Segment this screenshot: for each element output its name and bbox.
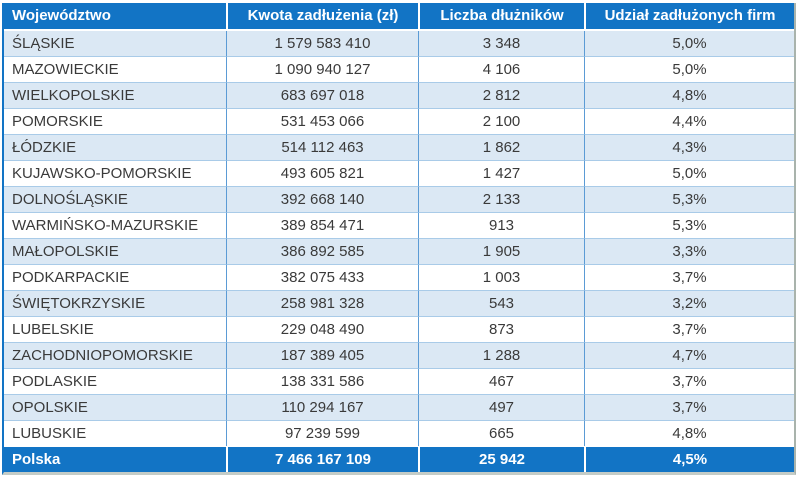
footer-cell-debtor-count: 25 942 [418, 446, 584, 472]
cell-debtor-count: 1 003 [418, 264, 584, 290]
cell-debtor-count: 913 [418, 212, 584, 238]
table-row: LUBUSKIE 97 239 599 665 4,8% [4, 420, 794, 446]
cell-debt-share: 5,3% [584, 212, 794, 238]
table-row: PODLASKIE 138 331 586 467 3,7% [4, 368, 794, 394]
table-header-row: Województwo Kwota zadłużenia (zł) Liczba… [4, 3, 794, 31]
column-header-kwota-zadluzenia: Kwota zadłużenia (zł) [226, 3, 418, 31]
cell-voivodeship: WARMIŃSKO-MAZURSKIE [4, 212, 226, 238]
column-header-liczba-dluznikow: Liczba dłużników [418, 3, 584, 31]
footer-cell-country: Polska [4, 446, 226, 472]
cell-voivodeship: MAŁOPOLSKIE [4, 238, 226, 264]
cell-debtor-count: 2 812 [418, 82, 584, 108]
table-footer: Polska 7 466 167 109 25 942 4,5% [4, 446, 794, 472]
cell-voivodeship: MAZOWIECKIE [4, 56, 226, 82]
cell-debtor-count: 665 [418, 420, 584, 446]
cell-debt-share: 5,0% [584, 31, 794, 56]
table-row: ŁÓDZKIE 514 112 463 1 862 4,3% [4, 134, 794, 160]
cell-voivodeship: PODLASKIE [4, 368, 226, 394]
cell-voivodeship: POMORSKIE [4, 108, 226, 134]
table-row: KUJAWSKO-POMORSKIE 493 605 821 1 427 5,0… [4, 160, 794, 186]
table-row: POMORSKIE 531 453 066 2 100 4,4% [4, 108, 794, 134]
cell-debt-share: 4,8% [584, 82, 794, 108]
cell-debt-amount: 229 048 490 [226, 316, 418, 342]
cell-debt-share: 3,7% [584, 368, 794, 394]
cell-debtor-count: 497 [418, 394, 584, 420]
table-row: WIELKOPOLSKIE 683 697 018 2 812 4,8% [4, 82, 794, 108]
cell-debt-amount: 531 453 066 [226, 108, 418, 134]
cell-debt-amount: 683 697 018 [226, 82, 418, 108]
cell-debt-share: 4,3% [584, 134, 794, 160]
cell-debt-share: 4,4% [584, 108, 794, 134]
cell-voivodeship: ŚLĄSKIE [4, 31, 226, 56]
cell-debt-amount: 187 389 405 [226, 342, 418, 368]
cell-debtor-count: 2 100 [418, 108, 584, 134]
cell-voivodeship: DOLNOŚLĄSKIE [4, 186, 226, 212]
cell-debtor-count: 3 348 [418, 31, 584, 56]
footer-cell-debt-share: 4,5% [584, 446, 794, 472]
cell-voivodeship: ZACHODNIOPOMORSKIE [4, 342, 226, 368]
footer-cell-debt-amount: 7 466 167 109 [226, 446, 418, 472]
cell-voivodeship: PODKARPACKIE [4, 264, 226, 290]
cell-debt-amount: 97 239 599 [226, 420, 418, 446]
table-row: PODKARPACKIE 382 075 433 1 003 3,7% [4, 264, 794, 290]
cell-debt-share: 4,8% [584, 420, 794, 446]
cell-debtor-count: 873 [418, 316, 584, 342]
cell-debtor-count: 1 427 [418, 160, 584, 186]
cell-voivodeship: LUBUSKIE [4, 420, 226, 446]
column-header-udzial-zadluzonych-firm: Udział zadłużonych firm [584, 3, 794, 31]
cell-debtor-count: 1 905 [418, 238, 584, 264]
table-row: LUBELSKIE 229 048 490 873 3,7% [4, 316, 794, 342]
cell-voivodeship: ŁÓDZKIE [4, 134, 226, 160]
cell-debt-amount: 389 854 471 [226, 212, 418, 238]
cell-debtor-count: 2 133 [418, 186, 584, 212]
table-row: OPOLSKIE 110 294 167 497 3,7% [4, 394, 794, 420]
cell-debtor-count: 467 [418, 368, 584, 394]
voivodeship-debt-table: Województwo Kwota zadłużenia (zł) Liczba… [2, 3, 796, 475]
cell-debt-amount: 493 605 821 [226, 160, 418, 186]
cell-debt-share: 3,7% [584, 316, 794, 342]
cell-debt-share: 3,7% [584, 264, 794, 290]
cell-debt-amount: 382 075 433 [226, 264, 418, 290]
table-header: Województwo Kwota zadłużenia (zł) Liczba… [4, 3, 794, 31]
table-row: ZACHODNIOPOMORSKIE 187 389 405 1 288 4,7… [4, 342, 794, 368]
table-row: ŚLĄSKIE 1 579 583 410 3 348 5,0% [4, 31, 794, 56]
table-row: MAŁOPOLSKIE 386 892 585 1 905 3,3% [4, 238, 794, 264]
cell-debt-share: 5,3% [584, 186, 794, 212]
cell-debt-amount: 392 668 140 [226, 186, 418, 212]
cell-debt-share: 3,3% [584, 238, 794, 264]
cell-voivodeship: LUBELSKIE [4, 316, 226, 342]
cell-debt-share: 5,0% [584, 160, 794, 186]
table-footer-row: Polska 7 466 167 109 25 942 4,5% [4, 446, 794, 472]
cell-debt-amount: 258 981 328 [226, 290, 418, 316]
column-header-wojewodztwo: Województwo [4, 3, 226, 31]
cell-debt-share: 4,7% [584, 342, 794, 368]
cell-debt-amount: 514 112 463 [226, 134, 418, 160]
cell-debt-amount: 1 090 940 127 [226, 56, 418, 82]
cell-debtor-count: 4 106 [418, 56, 584, 82]
cell-voivodeship: OPOLSKIE [4, 394, 226, 420]
table-body: ŚLĄSKIE 1 579 583 410 3 348 5,0% MAZOWIE… [4, 31, 794, 446]
table-row: MAZOWIECKIE 1 090 940 127 4 106 5,0% [4, 56, 794, 82]
cell-debtor-count: 543 [418, 290, 584, 316]
cell-debt-share: 3,2% [584, 290, 794, 316]
cell-debt-amount: 138 331 586 [226, 368, 418, 394]
cell-debt-amount: 110 294 167 [226, 394, 418, 420]
cell-debt-amount: 1 579 583 410 [226, 31, 418, 56]
cell-debt-share: 5,0% [584, 56, 794, 82]
cell-debtor-count: 1 288 [418, 342, 584, 368]
table-row: ŚWIĘTOKRZYSKIE 258 981 328 543 3,2% [4, 290, 794, 316]
table-row: DOLNOŚLĄSKIE 392 668 140 2 133 5,3% [4, 186, 794, 212]
cell-debt-share: 3,7% [584, 394, 794, 420]
cell-debt-amount: 386 892 585 [226, 238, 418, 264]
table-row: WARMIŃSKO-MAZURSKIE 389 854 471 913 5,3% [4, 212, 794, 238]
cell-voivodeship: KUJAWSKO-POMORSKIE [4, 160, 226, 186]
cell-debtor-count: 1 862 [418, 134, 584, 160]
cell-voivodeship: ŚWIĘTOKRZYSKIE [4, 290, 226, 316]
cell-voivodeship: WIELKOPOLSKIE [4, 82, 226, 108]
